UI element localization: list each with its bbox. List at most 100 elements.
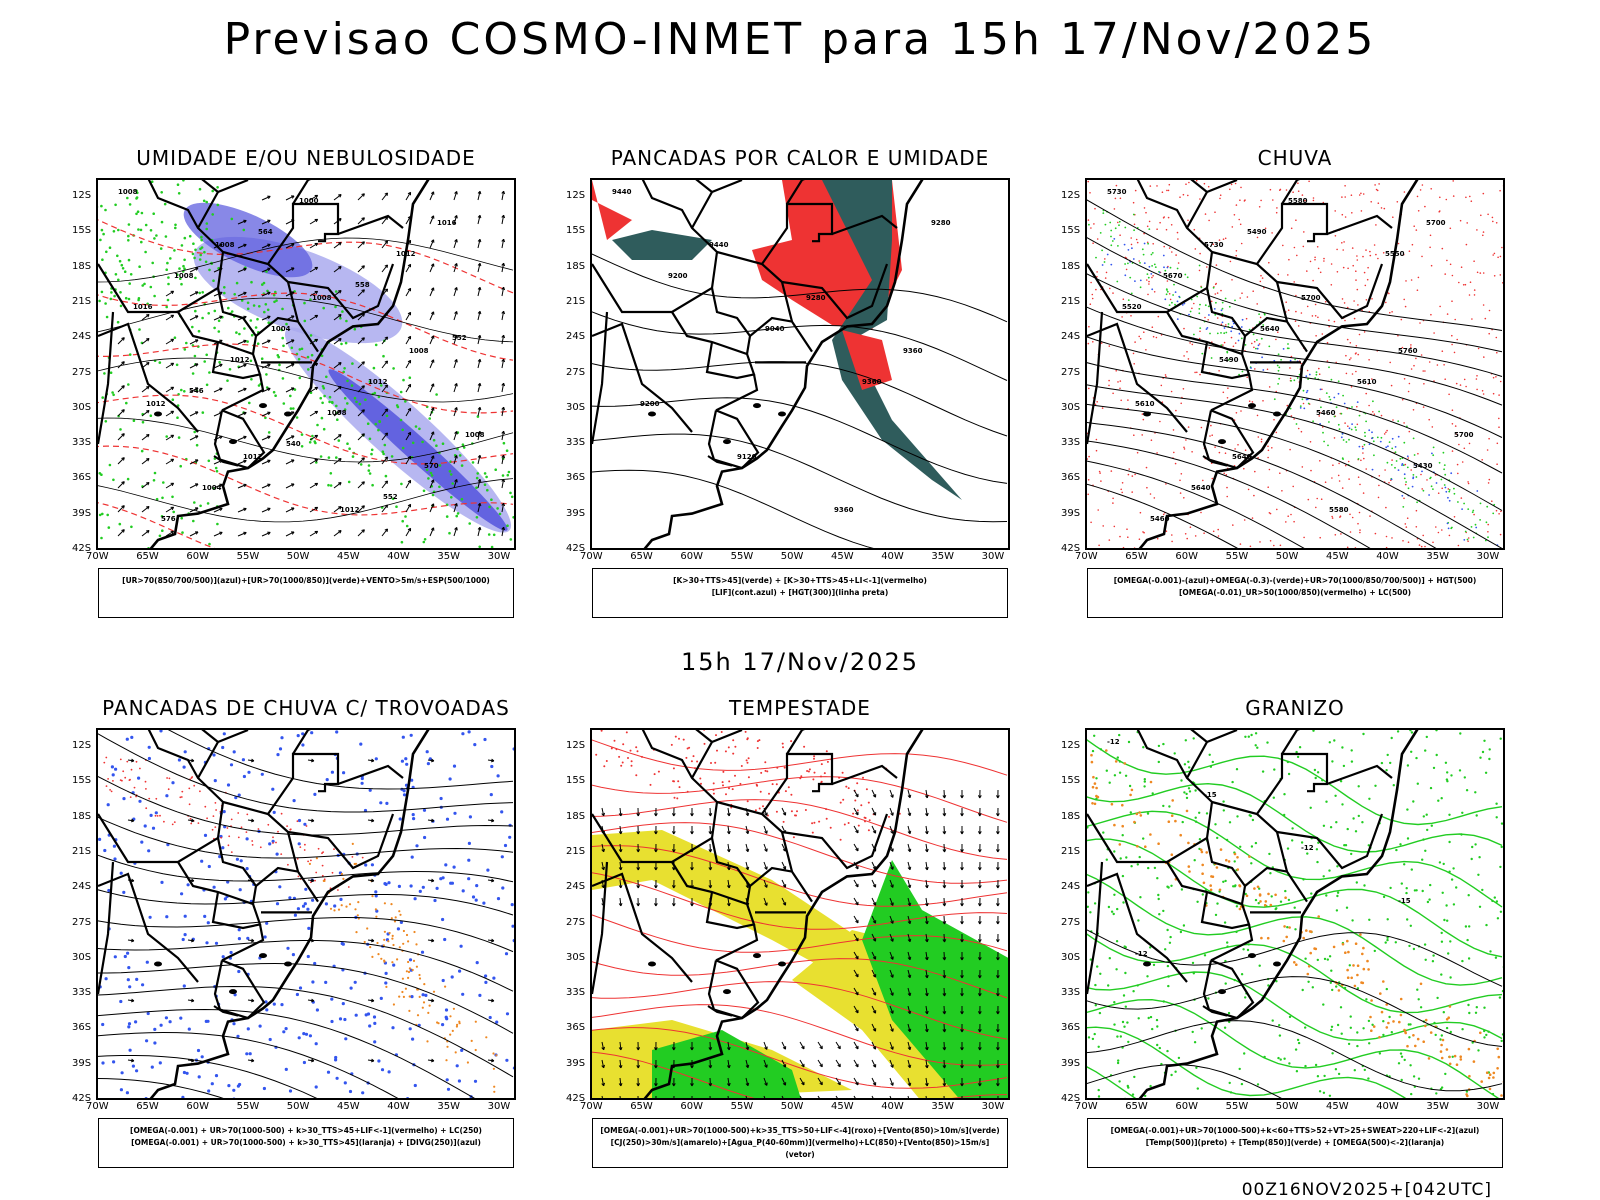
- data-dot: [1347, 267, 1349, 270]
- border-line: [1186, 180, 1238, 229]
- data-dot: [1198, 838, 1202, 841]
- data-dot: [1501, 246, 1503, 249]
- data-dot: [405, 762, 409, 766]
- data-dot: [1503, 543, 1505, 545]
- wind-arrowhead: [764, 902, 768, 906]
- data-dot: [1170, 853, 1174, 856]
- data-dot: [144, 1097, 148, 1098]
- data-dot: [1156, 185, 1158, 187]
- wind-arrowhead: [477, 262, 482, 267]
- data-dot: [653, 773, 656, 776]
- data-dot: [1232, 524, 1234, 526]
- data-dot: [311, 898, 315, 902]
- data-dot: [1107, 984, 1110, 987]
- data-dot: [1238, 218, 1240, 221]
- border-line: [201, 730, 219, 743]
- data-dot: [306, 954, 310, 959]
- wind-arrowhead: [361, 217, 365, 221]
- data-dot: [238, 1082, 242, 1087]
- data-dot: [1133, 363, 1135, 365]
- lat-tick-label: 24S: [566, 881, 586, 893]
- data-dot: [630, 764, 633, 767]
- data-dot: [1374, 184, 1376, 186]
- wind-vector: [501, 191, 505, 201]
- border-line: [671, 287, 752, 356]
- data-dot: [1360, 459, 1362, 462]
- wind-vector: [477, 287, 481, 297]
- data-dot: [1444, 1072, 1447, 1076]
- data-dot: [359, 463, 363, 466]
- data-dot: [205, 353, 208, 357]
- data-dot: [1493, 896, 1496, 899]
- wind-arrowhead: [890, 812, 894, 816]
- data-dot: [1134, 189, 1137, 192]
- lat-tick-label: 21S: [72, 845, 92, 857]
- wind-vector: [601, 1059, 605, 1068]
- wind-vector: [745, 1059, 749, 1068]
- data-dot: [782, 820, 785, 823]
- data-dot: [1250, 862, 1253, 865]
- data-dot: [289, 407, 293, 410]
- data-dot: [1136, 984, 1139, 987]
- wind-arrowhead: [310, 818, 315, 823]
- data-dot: [155, 497, 159, 501]
- data-dot: [1115, 968, 1118, 971]
- data-dot: [138, 328, 141, 331]
- wind-arrowhead: [996, 867, 1000, 871]
- data-dot: [404, 400, 407, 403]
- data-dot: [324, 980, 328, 984]
- data-dot: [1349, 1015, 1352, 1018]
- data-dot: [1186, 276, 1189, 279]
- contour-line: [1087, 838, 1503, 958]
- data-dot: [1101, 407, 1104, 409]
- border-line: [211, 341, 262, 380]
- data-dot: [1461, 811, 1464, 814]
- data-dot: [1349, 1026, 1352, 1029]
- wind-arrowhead: [291, 243, 295, 247]
- wind-arrowhead: [925, 794, 929, 799]
- data-dot: [330, 770, 334, 774]
- data-dot: [1238, 332, 1241, 335]
- data-dot: [1479, 1031, 1482, 1035]
- lake: [1143, 411, 1151, 417]
- border-line: [1087, 311, 1104, 445]
- data-dot: [1228, 305, 1231, 308]
- wind-arrowhead: [267, 243, 271, 248]
- data-dot: [402, 929, 405, 933]
- data-dot: [1386, 938, 1389, 942]
- data-dot: [1098, 1011, 1102, 1015]
- data-dot: [1289, 367, 1291, 369]
- wind-arrowhead: [708, 813, 713, 817]
- data-dot: [1264, 227, 1267, 230]
- data-dot: [223, 286, 226, 289]
- data-dot: [1316, 860, 1319, 864]
- data-dot: [378, 420, 382, 424]
- data-dot: [1117, 245, 1119, 247]
- wind-vector: [381, 528, 388, 537]
- data-dot: [254, 326, 258, 329]
- data-dot: [398, 817, 402, 821]
- data-dot: [1101, 249, 1103, 252]
- data-dot: [1361, 821, 1364, 824]
- data-dot: [1406, 455, 1409, 458]
- panel-title-pancadas-trovoadas: PANCADAS DE CHUVA C/ TROVOADAS: [102, 696, 510, 720]
- data-dot: [335, 404, 338, 408]
- data-dot: [355, 931, 358, 934]
- legend-line: [OMEGA(-0.01)_UR>50(1000/850)(vermelho) …: [1178, 588, 1412, 597]
- data-dot: [380, 1068, 385, 1072]
- data-dot: [1482, 393, 1485, 395]
- data-dot: [456, 512, 460, 515]
- data-dot: [1421, 184, 1424, 186]
- wind-arrowhead: [942, 921, 947, 925]
- data-dot: [105, 250, 108, 254]
- data-dot: [1352, 964, 1355, 967]
- data-dot: [1191, 343, 1194, 346]
- data-dot: [116, 320, 120, 324]
- data-dot: [1143, 232, 1145, 235]
- wind-vector: [601, 1077, 605, 1086]
- wind-vector: [189, 291, 199, 297]
- data-dot: [302, 1060, 306, 1065]
- data-dot: [490, 764, 494, 769]
- data-dot: [1127, 536, 1129, 538]
- border-line: [705, 341, 756, 380]
